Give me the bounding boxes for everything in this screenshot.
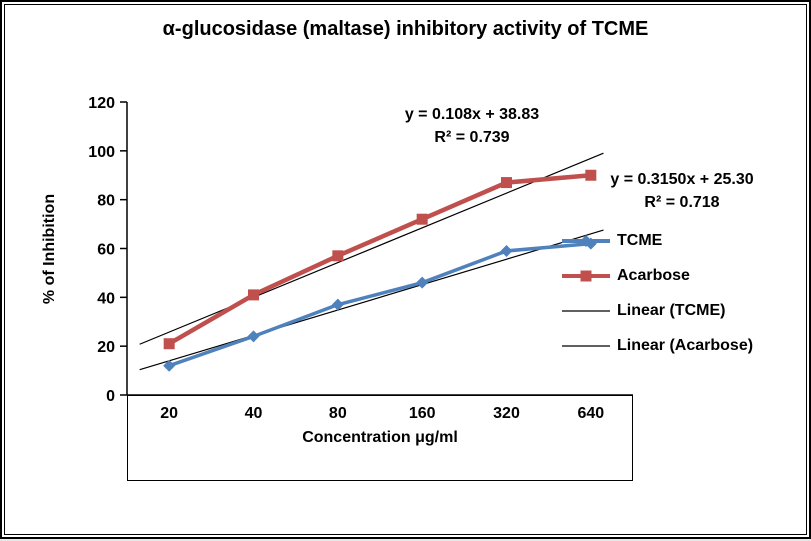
x-axis-box: Concentration μg/ml (127, 395, 633, 481)
marker-diamond-TCME (163, 359, 176, 372)
marker-square-Acarbose (248, 289, 259, 301)
y-tick-label: 60 (97, 242, 115, 259)
legend-label-linear-tcme: Linear (TCME) (617, 302, 726, 319)
legend-marker-Acarbose (562, 270, 610, 282)
marker-diamond-TCME (500, 244, 513, 257)
marker-diamond-TCME (331, 298, 344, 311)
legend-marker-TCME (562, 235, 610, 247)
trendline-r2-1: R² = 0.739 (434, 129, 510, 146)
marker-square-Acarbose (416, 213, 428, 225)
legend-label-tcme: TCME (617, 232, 663, 249)
marker-square-Acarbose (163, 338, 175, 350)
legend-marker-diamond (580, 235, 592, 247)
trendline-equation-2: y = 0.3150x + 25.30 (610, 171, 754, 188)
series-line-Acarbose (166, 173, 594, 346)
y-tick-label: 120 (88, 95, 115, 112)
legend-label-acarbose: Acarbose (617, 267, 690, 284)
trendline-Acarbose (139, 152, 604, 345)
legend-marker-Linear (TCME) (562, 310, 610, 312)
marker-diamond-TCME (247, 330, 260, 343)
y-tick-label: 20 (97, 339, 115, 356)
legend-item-tcme: TCME (562, 232, 753, 249)
marker-diamond-TCME (416, 276, 429, 289)
trendline-r2-2: R² = 0.718 (644, 194, 720, 211)
marker-square-Acarbose (501, 177, 512, 189)
chart-title: α-glucosidase (maltase) inhibitory activ… (162, 18, 649, 40)
marker-square-Acarbose (332, 250, 344, 262)
legend-item-linear-acarbose: Linear (Acarbose) (562, 337, 754, 354)
legend-marker-square (580, 270, 592, 282)
legend: TCME Acarbose Linear (TCME) Linear (Acar… (562, 232, 754, 354)
trendline-annotation-1: y = 0.108x + 38.83 R² = 0.739 (312, 103, 632, 149)
legend-marker-Linear (Acarbose) (562, 345, 610, 347)
y-tick-label: 40 (97, 290, 115, 307)
y-tick-label: 80 (97, 193, 115, 210)
y-tick-label: 100 (88, 144, 115, 161)
y-axis-title: % of Inhibition (41, 193, 58, 305)
trendline-annotation-2: y = 0.3150x + 25.30 R² = 0.718 (557, 168, 807, 214)
legend-item-acarbose: Acarbose (562, 267, 753, 284)
legend-label-linear-acarbose: Linear (Acarbose) (617, 337, 754, 354)
series-line-TCME (167, 241, 593, 368)
legend-item-linear-tcme: Linear (TCME) (562, 302, 753, 319)
trendline-equation-1: y = 0.108x + 38.83 (404, 106, 540, 123)
y-tick-label: 0 (106, 388, 115, 405)
x-axis-title: Concentration μg/ml (302, 429, 458, 446)
trendline-TCME (139, 229, 604, 371)
